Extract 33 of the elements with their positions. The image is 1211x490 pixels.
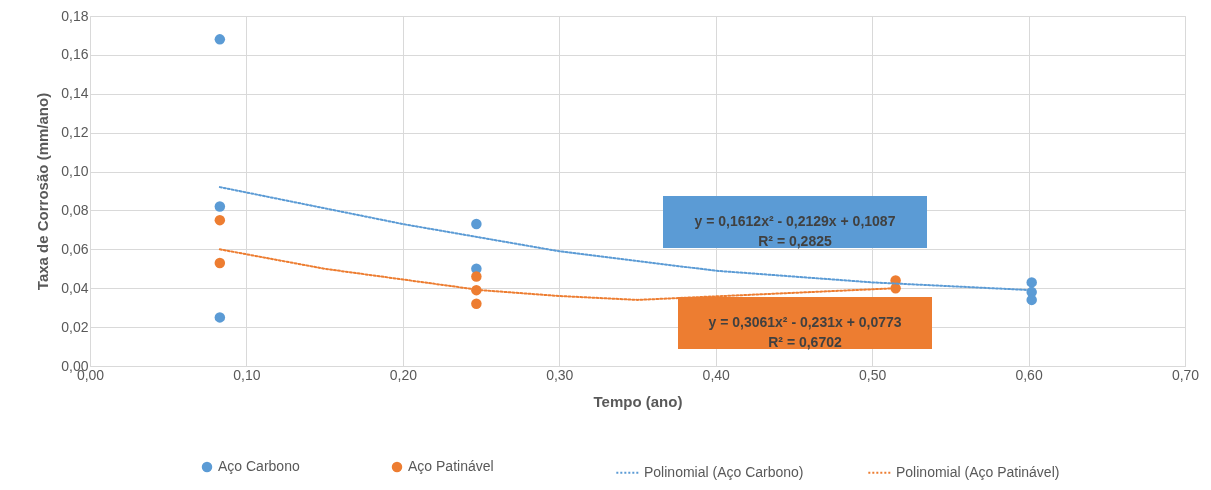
- point: [214, 201, 226, 212]
- y-tick-label: 0,04: [61, 279, 89, 296]
- y-tick-label: 0,18: [61, 7, 89, 24]
- y-tick-label: 0,12: [61, 124, 89, 141]
- point: [1026, 277, 1037, 288]
- x-tick-label: 0,30: [546, 366, 574, 383]
- annotation: y = 0,3061x² - 0,231x + 0,0773 R² = 0,6702: [708, 314, 902, 350]
- point: [214, 312, 226, 323]
- y-tick-label: 0,06: [61, 240, 89, 257]
- x-tick-label: 0,20: [389, 366, 418, 383]
- x-tick-label: 0,40: [702, 366, 731, 383]
- point: [471, 218, 482, 230]
- y-tick-label: 0,02: [61, 318, 89, 335]
- point: [471, 271, 482, 282]
- annotation: y = 0,1612x² - 0,2129x + 0,1087 R² = 0,2825: [694, 213, 896, 249]
- x-tick-label: 0,10: [233, 366, 261, 383]
- legend-label: Polinomial (Aço Carbono): [644, 463, 804, 480]
- legend-label: Aço Patinável: [408, 458, 494, 474]
- x-tick-label: 0,50: [859, 366, 887, 383]
- point: [214, 257, 226, 269]
- y-axis-title: Taxa de Corrosão (mm/ano): [34, 92, 52, 291]
- legend-label: Polinomial (Aço Patinável): [896, 463, 1060, 480]
- y-tick-label: 0,10: [61, 163, 89, 180]
- legend-label: Aço Carbono: [218, 458, 300, 474]
- point: [471, 298, 482, 310]
- y-tick-label: 0,16: [61, 46, 89, 63]
- x-tick-label: 0,70: [1171, 366, 1200, 383]
- x-axis-title: Tempo (ano): [593, 392, 683, 410]
- y-tick-label: 0,08: [61, 201, 89, 218]
- point: [214, 214, 226, 226]
- point: [214, 34, 226, 45]
- y-tick-label: 0,14: [61, 85, 89, 102]
- x-tick-label: 0,60: [1015, 366, 1043, 383]
